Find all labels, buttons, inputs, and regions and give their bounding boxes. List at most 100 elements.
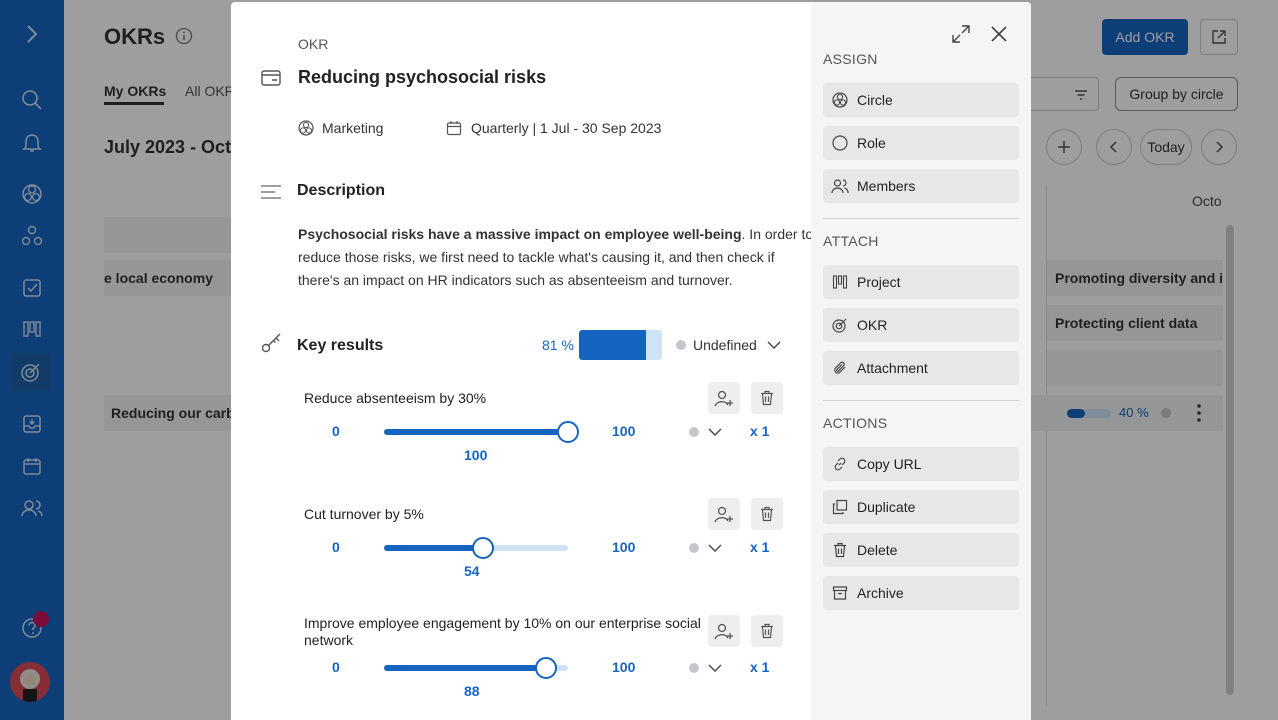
key-result-current[interactable]: 100	[464, 447, 488, 463]
expand-icon[interactable]	[951, 24, 971, 44]
overall-progress-label: 81 %	[542, 337, 574, 353]
key-result-weight[interactable]: x 1	[750, 659, 770, 675]
chevron-down-icon[interactable]	[708, 427, 722, 437]
status-select[interactable]: Undefined	[693, 337, 757, 353]
delete-key-result-button[interactable]	[751, 615, 783, 647]
assign-owner-button[interactable]	[708, 615, 740, 647]
description-bold: Psychosocial risks have a massive impact…	[298, 226, 742, 242]
copy-url-button[interactable]: Copy URL	[823, 447, 1019, 481]
chevron-down-icon[interactable]	[708, 543, 722, 553]
assign-role-button[interactable]: Role	[823, 126, 1019, 160]
timeline-row[interactable]: Promoting diversity and inc	[1047, 260, 1223, 296]
today-button[interactable]: Today	[1140, 129, 1192, 165]
key-result-current[interactable]: 54	[464, 563, 480, 579]
button-label: Copy URL	[857, 456, 922, 472]
attach-project-button[interactable]: Project	[823, 265, 1019, 299]
add-okr-button[interactable]: Add OKR	[1102, 19, 1188, 55]
chevron-down-icon[interactable]	[767, 340, 781, 350]
tasks-icon[interactable]	[17, 273, 47, 303]
bell-icon[interactable]	[17, 127, 47, 157]
button-label: Delete	[857, 542, 898, 558]
key-result-slider-thumb[interactable]	[534, 657, 557, 679]
members-icon[interactable]	[17, 493, 47, 523]
key-results-heading: Key results	[297, 337, 384, 354]
divider	[823, 400, 1019, 401]
attach-file-button[interactable]: Attachment	[823, 351, 1019, 385]
filter-input[interactable]	[1024, 77, 1099, 111]
zoom-in-button[interactable]	[1046, 129, 1082, 165]
status-dot	[676, 340, 686, 350]
key-result-title[interactable]: Reduce absenteeism by 30%	[304, 390, 486, 407]
okr-period[interactable]: Quarterly | 1 Jul - 30 Sep 2023	[471, 120, 662, 136]
group-by-circle-button[interactable]: Group by circle	[1115, 77, 1238, 111]
key-result-current[interactable]: 88	[464, 683, 480, 699]
attach-okr-button[interactable]: OKR	[823, 308, 1019, 342]
key-result-slider-thumb[interactable]	[472, 537, 495, 559]
key-result-slider[interactable]	[384, 657, 568, 679]
key-result-min[interactable]: 0	[332, 659, 340, 675]
key-result-slider[interactable]	[384, 537, 568, 559]
okr-title[interactable]: Reducing psychosocial risks	[298, 67, 547, 87]
trash-icon	[823, 542, 857, 558]
delete-key-result-button[interactable]	[751, 382, 783, 414]
info-icon[interactable]	[175, 27, 193, 45]
archive-icon	[823, 585, 857, 601]
timeline-row[interactable]: 40 %	[1031, 395, 1223, 431]
key-result-min[interactable]: 0	[332, 423, 340, 439]
assign-members-button[interactable]: Members	[823, 169, 1019, 203]
delete-key-result-button[interactable]	[751, 498, 783, 530]
row-label: Protecting client data	[1055, 315, 1198, 331]
chevron-down-icon[interactable]	[708, 663, 722, 673]
avatar[interactable]	[10, 662, 50, 702]
close-icon[interactable]	[990, 25, 1008, 43]
key-result-weight[interactable]: x 1	[750, 539, 770, 555]
key-result-slider[interactable]	[384, 421, 579, 443]
description-text[interactable]: Psychosocial risks have a massive impact…	[298, 223, 813, 292]
overall-progress-fill	[579, 330, 647, 360]
assign-circle-button[interactable]: Circle	[823, 83, 1019, 117]
search-icon[interactable]	[17, 85, 47, 115]
key-result-max[interactable]: 100	[612, 539, 636, 555]
duplicate-button[interactable]: Duplicate	[823, 490, 1019, 524]
archive-button[interactable]: Archive	[823, 576, 1019, 610]
key-result-title[interactable]: Cut turnover by 5%	[304, 506, 424, 523]
add-user-icon	[714, 390, 733, 407]
chevron-left-icon	[1109, 141, 1117, 153]
assign-owner-button[interactable]	[708, 382, 740, 414]
key-result-status-dot	[689, 663, 699, 673]
open-external-button[interactable]	[1200, 19, 1238, 55]
key-result-weight[interactable]: x 1	[750, 423, 770, 439]
trash-icon	[761, 390, 773, 406]
scrollbar[interactable]	[1226, 225, 1234, 695]
assign-owner-button[interactable]	[708, 498, 740, 530]
tab-my-okrs[interactable]: My OKRs	[104, 83, 167, 99]
delete-button[interactable]: Delete	[823, 533, 1019, 567]
key-result-title-line: network	[304, 632, 354, 648]
key-result-max[interactable]: 100	[612, 423, 636, 439]
inbox-icon[interactable]	[17, 409, 47, 439]
timeline-row[interactable]: e local economy	[104, 260, 234, 296]
more-icon[interactable]	[1196, 403, 1202, 423]
timeline-row[interactable]: Protecting client data	[1047, 305, 1223, 341]
timeline-divider	[1046, 186, 1047, 706]
circles-icon[interactable]	[17, 179, 47, 209]
description-heading: Description	[297, 182, 386, 199]
calendar-icon[interactable]	[17, 451, 47, 481]
expand-nav-icon[interactable]	[17, 19, 47, 49]
actions-heading: ACTIONS	[823, 415, 888, 431]
key-result-title[interactable]: Improve employee engagement by 10% on ou…	[304, 615, 701, 649]
projects-icon[interactable]	[17, 314, 47, 344]
key-result-max[interactable]: 100	[612, 659, 636, 675]
next-period-button[interactable]	[1201, 129, 1237, 165]
timeline-row[interactable]: Reducing our carbo	[104, 395, 243, 431]
roles-icon[interactable]	[17, 221, 47, 251]
tab-underline	[104, 102, 164, 105]
prev-period-button[interactable]	[1096, 129, 1132, 165]
tab-all-okrs[interactable]: All OKR	[185, 83, 235, 99]
okr-target-icon[interactable]	[12, 353, 50, 391]
chevron-right-icon	[1216, 141, 1224, 153]
okr-circle[interactable]: Marketing	[322, 120, 384, 136]
row-progress-label: 40 %	[1119, 405, 1149, 420]
key-result-slider-thumb[interactable]	[557, 421, 579, 443]
key-result-min[interactable]: 0	[332, 539, 340, 555]
